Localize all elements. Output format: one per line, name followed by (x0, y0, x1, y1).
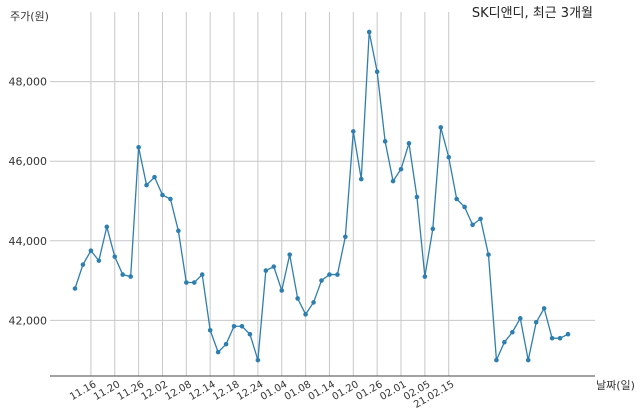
data-point (255, 357, 261, 363)
data-point (239, 323, 245, 329)
data-point (557, 335, 563, 341)
data-point (176, 228, 181, 234)
data-point (374, 69, 380, 75)
y-tick-label: 46,000 (9, 155, 48, 168)
data-point (382, 139, 388, 144)
x-tick-label: 11.16 (68, 379, 98, 403)
data-point (136, 144, 141, 150)
data-point (215, 349, 221, 355)
data-point (414, 194, 420, 200)
data-point (565, 331, 571, 337)
data-point (128, 274, 133, 279)
data-point (366, 29, 372, 35)
data-point (279, 288, 285, 293)
grid-layer (50, 12, 595, 376)
data-point (160, 192, 165, 198)
data-point (144, 182, 149, 188)
data-point (263, 268, 269, 273)
data-point (295, 296, 300, 301)
data-point (287, 252, 292, 257)
data-point (541, 306, 547, 311)
data-point (327, 272, 332, 277)
y-tick-label: 42,000 (9, 314, 48, 327)
data-point (271, 264, 277, 269)
y-axis-label: 주가(원) (10, 10, 49, 23)
data-point (446, 154, 452, 160)
data-point (390, 178, 396, 184)
data-point (104, 224, 110, 230)
data-point (207, 327, 213, 333)
x-tick-labels: 11.1611.2011.2612.0212.0812.1412.1812.24… (68, 379, 456, 411)
y-tick-labels: 42,000 44,000 46,000 48,000 (9, 76, 48, 328)
data-point (152, 174, 157, 180)
data-point (231, 323, 237, 329)
data-point (438, 125, 444, 130)
data-point (406, 141, 412, 146)
data-point (247, 331, 253, 337)
x-tick-label: 11.26 (116, 379, 146, 403)
data-point (462, 204, 467, 210)
series-line (74, 31, 569, 361)
data-point (223, 341, 229, 347)
data-point (168, 196, 173, 202)
data-point (96, 258, 102, 263)
y-tick-label: 44,000 (9, 235, 48, 248)
data-point (80, 262, 86, 267)
chart-title: SK디앤디, 최근 3개월 (472, 6, 593, 21)
data-point (358, 176, 364, 182)
data-point (517, 316, 523, 321)
data-point (191, 280, 197, 285)
x-tick-label: 12.18 (211, 379, 241, 403)
data-point (470, 222, 475, 228)
data-point (478, 216, 483, 222)
data-point (72, 286, 78, 291)
data-point (88, 248, 94, 254)
series-point-layer (72, 29, 571, 363)
data-point (533, 320, 539, 325)
x-tick-label: 01.04 (259, 379, 289, 403)
x-tick-label: 01.26 (354, 379, 384, 403)
x-tick-label: 01.14 (307, 379, 337, 403)
data-point (525, 357, 531, 363)
data-point (454, 196, 459, 202)
x-tick-label: 01.20 (331, 379, 361, 403)
x-tick-label: 12.02 (140, 379, 170, 403)
data-point (120, 272, 126, 277)
x-tick-label: 11.20 (92, 379, 122, 403)
data-point (510, 329, 515, 335)
data-point (311, 300, 316, 305)
x-axis-label: 날짜(일) (596, 378, 635, 392)
data-point (398, 166, 404, 172)
data-point (422, 274, 428, 279)
data-point (184, 280, 189, 285)
x-tick-label: 12.24 (235, 379, 265, 403)
y-tick-label: 48,000 (9, 76, 48, 89)
data-point (303, 312, 308, 317)
x-tick-label: 02.01 (378, 379, 408, 403)
data-point (549, 335, 555, 341)
data-point (351, 129, 356, 134)
x-tick-label: 12.08 (164, 379, 194, 403)
data-point (343, 234, 348, 240)
data-point (335, 272, 340, 277)
data-point (319, 278, 324, 283)
data-point (502, 339, 507, 345)
series-line-layer (74, 31, 569, 361)
x-tick-label: 12.14 (187, 379, 217, 403)
data-point (494, 357, 499, 363)
data-point (199, 272, 205, 277)
x-tick-label: 01.08 (283, 379, 313, 403)
data-point (112, 254, 118, 259)
data-point (430, 226, 436, 232)
data-point (486, 252, 491, 257)
